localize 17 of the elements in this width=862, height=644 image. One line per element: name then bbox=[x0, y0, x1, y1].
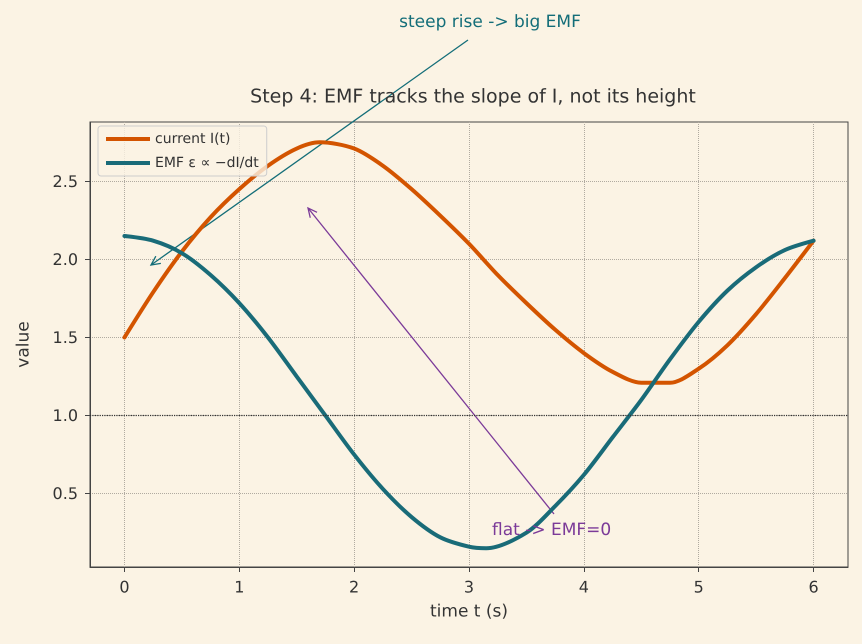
x-axis-title: time t (s) bbox=[430, 602, 508, 622]
y-tick-label: 0.5 bbox=[52, 484, 78, 504]
x-tick-label: 3 bbox=[464, 578, 474, 596]
x-tick-label: 4 bbox=[578, 578, 589, 596]
text: steep rise -> big EMF bbox=[399, 12, 581, 32]
legend-label: EMF ε ∝ −dI/dt bbox=[155, 155, 260, 171]
y-tick-label: 1.0 bbox=[52, 406, 78, 426]
y-tick-label: 2.0 bbox=[52, 250, 78, 269]
y-axis-title: value bbox=[14, 321, 34, 368]
x-tick-label: 1 bbox=[234, 578, 244, 596]
x-tick-label: 0 bbox=[119, 578, 130, 596]
x-tick-label: 5 bbox=[694, 578, 704, 596]
x-tick-label: 6 bbox=[808, 578, 819, 596]
y-tick-label: 1.5 bbox=[52, 328, 78, 347]
x-tick-label: 2 bbox=[349, 578, 360, 596]
y-tick-label: 2.5 bbox=[52, 172, 78, 191]
legend-label: current I(t) bbox=[155, 131, 230, 147]
